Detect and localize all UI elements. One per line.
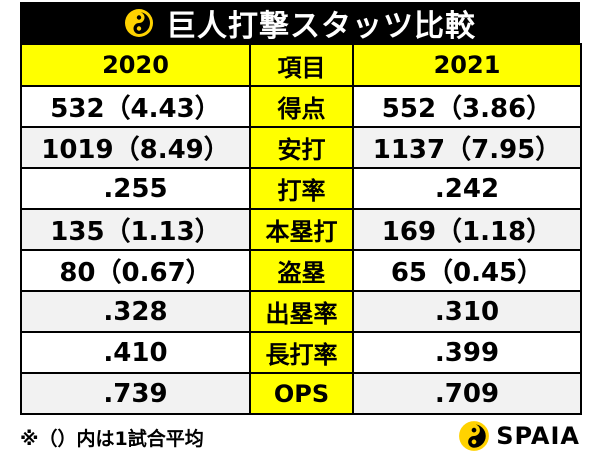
stats-table: 2020 項目 2021 532（4.43） 得点 552（3.86） 1019… — [20, 43, 582, 415]
value-2021: 552（3.86） — [352, 85, 582, 128]
value-2021: .242 — [352, 167, 582, 210]
table-row: 135（1.13） 本塁打 169（1.18） — [20, 208, 582, 251]
value-2021: 169（1.18） — [352, 208, 582, 251]
value-2020: .410 — [20, 331, 251, 374]
value-2021: 65（0.45） — [352, 249, 582, 292]
table-row: 1019（8.49） 安打 1137（7.95） — [20, 126, 582, 169]
spaia-logo-icon — [125, 8, 153, 37]
spaia-logo-icon — [459, 421, 490, 451]
table-header-row: 2020 項目 2021 — [20, 43, 582, 87]
value-2020: .739 — [20, 372, 251, 415]
table-row: 532（4.43） 得点 552（3.86） — [20, 85, 582, 128]
value-2020: 80（0.67） — [20, 249, 251, 292]
brand-name: SPAIA — [496, 422, 580, 450]
table-row: .328 出塁率 .310 — [20, 290, 582, 333]
value-2021: .709 — [352, 372, 582, 415]
header-2021: 2021 — [352, 43, 582, 87]
value-2021: .399 — [352, 331, 582, 374]
value-2020: .328 — [20, 290, 251, 333]
row-label: OPS — [249, 372, 354, 415]
value-2020: .255 — [20, 167, 251, 210]
table-row: .255 打率 .242 — [20, 167, 582, 210]
value-2021: .310 — [352, 290, 582, 333]
value-2020: 1019（8.49） — [20, 126, 251, 169]
brand-mark: SPAIA — [458, 420, 580, 452]
header-item: 項目 — [249, 43, 354, 87]
row-label: 本塁打 — [249, 208, 354, 251]
value-2021: 1137（7.95） — [352, 126, 582, 169]
row-label: 打率 — [249, 167, 354, 210]
table-row: 80（0.67） 盗塁 65（0.45） — [20, 249, 582, 292]
value-2020: 532（4.43） — [20, 85, 251, 128]
table-row: .410 長打率 .399 — [20, 331, 582, 374]
row-label: 出塁率 — [249, 290, 354, 333]
table-row: .739 OPS .709 — [20, 372, 582, 415]
row-label: 安打 — [249, 126, 354, 169]
row-label: 盗塁 — [249, 249, 354, 292]
row-label: 長打率 — [249, 331, 354, 374]
header-2020: 2020 — [20, 43, 251, 87]
title-bar: 巨人打撃スタッツ比較 — [20, 2, 580, 44]
page-title: 巨人打撃スタッツ比較 — [166, 8, 476, 44]
value-2020: 135（1.13） — [20, 208, 251, 251]
footnote: ※（）内は1試合平均 — [20, 428, 204, 450]
row-label: 得点 — [249, 85, 354, 128]
